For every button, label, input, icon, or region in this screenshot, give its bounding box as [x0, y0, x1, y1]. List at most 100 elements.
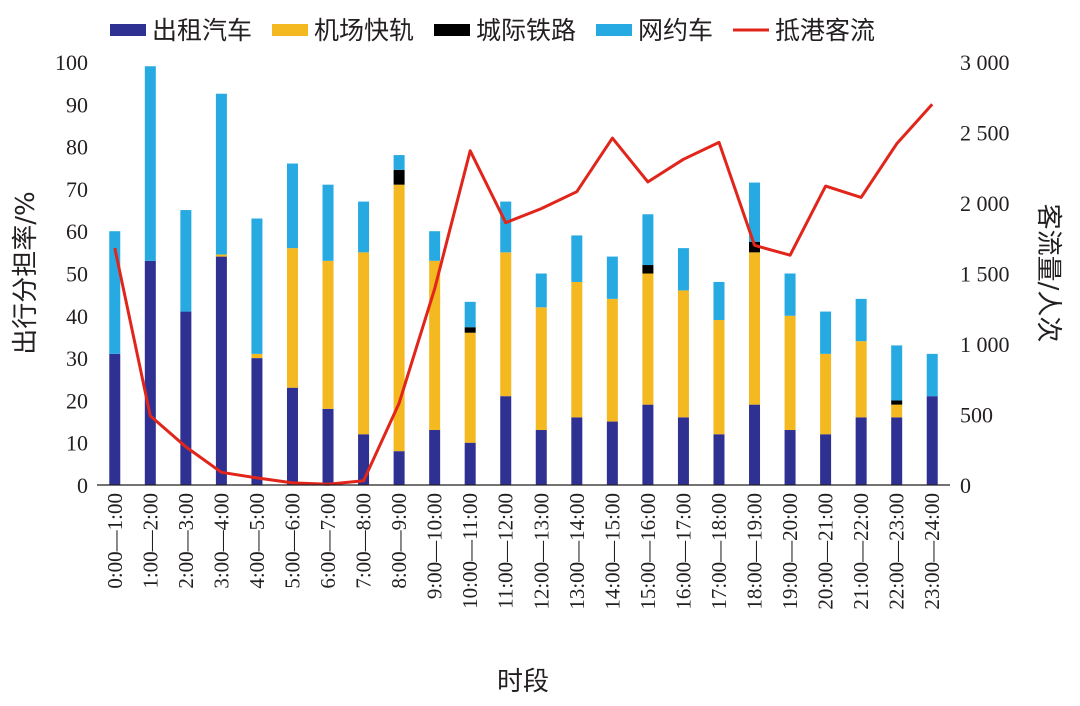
- bar-segment: [606, 298, 618, 422]
- bar-segment: [677, 248, 689, 291]
- bar-segment: [251, 218, 263, 354]
- bar-segment: [855, 417, 867, 485]
- x-tick-label: 19:00—20:00: [778, 493, 802, 610]
- bar-segment: [429, 430, 441, 485]
- bar-segment: [535, 307, 547, 431]
- bar-segment: [215, 93, 227, 255]
- legend-label: 出租汽车: [152, 16, 252, 45]
- legend-item: 机场快轨: [272, 16, 414, 45]
- bar-segment: [393, 169, 405, 185]
- bar-segment: [677, 417, 689, 485]
- bar-segment: [891, 345, 903, 401]
- legend: 出租汽车 机场快轨 城际铁路 网约车 抵港客流: [110, 16, 875, 45]
- bar-segment: [820, 353, 832, 435]
- bar-segment: [535, 430, 547, 485]
- x-tick-label: 6:00—7:00: [316, 493, 340, 589]
- legend-label: 城际铁路: [476, 16, 576, 45]
- y2-tick-label: 1 000: [960, 332, 1010, 357]
- y2-axis-title: 客流量/人次: [1033, 204, 1063, 343]
- bar-segment: [571, 235, 583, 282]
- bar-segment: [571, 417, 583, 485]
- bar-segment: [180, 311, 192, 485]
- x-tick-label: 5:00—6:00: [280, 493, 304, 589]
- bar-segment: [749, 404, 761, 485]
- bar-segment: [251, 358, 263, 485]
- x-tick-label: 17:00—18:00: [707, 493, 731, 610]
- bar-segment: [891, 417, 903, 485]
- bar-segment: [429, 231, 441, 261]
- x-tick-label: 9:00—10:00: [423, 493, 447, 599]
- bar-segment: [891, 404, 903, 418]
- bar-segment: [926, 353, 938, 397]
- series-line: [113, 103, 934, 486]
- x-tick-label: 2:00—3:00: [174, 493, 198, 589]
- y-tick-label: 60: [66, 219, 88, 244]
- bar-segment: [429, 260, 441, 431]
- bar-segment: [749, 182, 761, 242]
- x-tick-label: 4:00—5:00: [245, 493, 269, 589]
- bar-segment: [749, 241, 761, 253]
- bar-segment: [784, 430, 796, 485]
- bar-segment: [642, 404, 654, 485]
- bar-segment: [393, 184, 405, 452]
- bar-segment: [358, 252, 370, 435]
- x-axis-title: 时段: [497, 667, 549, 697]
- legend-swatch: [434, 24, 470, 36]
- bar-segment: [820, 311, 832, 354]
- bar-segment: [286, 387, 298, 485]
- x-tick-label: 1:00—2:00: [138, 493, 162, 589]
- bars: [109, 66, 938, 485]
- y2-tick-label: 0: [960, 473, 971, 498]
- bar-segment: [606, 421, 618, 485]
- bar-segment: [393, 451, 405, 485]
- bar-segment: [286, 163, 298, 249]
- bar-segment: [464, 301, 476, 328]
- bar-segment: [677, 290, 689, 418]
- bar-segment: [464, 327, 476, 333]
- y-tick-label: 20: [66, 388, 88, 413]
- bar-segment: [642, 273, 654, 405]
- bar-segment: [464, 332, 476, 443]
- x-axis: 0:00—1:00 1:00—2:00 2:00—3:00 3:00—4:00 4:00…: [103, 493, 944, 610]
- bar-segment: [926, 396, 938, 485]
- x-tick-label: 22:00—23:00: [885, 493, 909, 610]
- legend-item: 城际铁路: [434, 16, 576, 45]
- bar-segment: [606, 256, 618, 299]
- bar-segment: [322, 184, 334, 261]
- x-tick-label: 0:00—1:00: [103, 493, 127, 589]
- x-tick-label: 16:00—17:00: [671, 493, 695, 610]
- bar-segment: [358, 434, 370, 485]
- bar-segment: [322, 260, 334, 409]
- y-axis-right: 0 500 1 000 1 500 2 000 2 500 3 000: [960, 50, 1010, 498]
- y2-tick-label: 2 500: [960, 121, 1010, 146]
- bar-segment: [500, 201, 512, 253]
- x-tick-label: 14:00—15:00: [600, 493, 624, 610]
- legend-item: 出租汽车: [110, 16, 252, 45]
- x-tick-label: 12:00—13:00: [529, 493, 553, 610]
- bar-segment: [855, 341, 867, 418]
- bar-segment: [500, 252, 512, 397]
- bar-segment: [784, 273, 796, 316]
- bar-segment: [464, 442, 476, 485]
- legend-label: 网约车: [638, 16, 713, 45]
- bar-segment: [322, 408, 334, 485]
- bar-segment: [820, 434, 832, 485]
- bar-segment: [891, 400, 903, 405]
- bar-segment: [286, 248, 298, 388]
- bar-segment: [642, 265, 654, 274]
- legend-label: 抵港客流: [775, 16, 875, 45]
- bar-segment: [713, 281, 725, 321]
- bar-segment: [215, 256, 227, 485]
- bar-segment: [784, 315, 796, 431]
- legend-item: 网约车: [596, 16, 713, 45]
- bar-segment: [571, 281, 583, 418]
- y-axis-left: 0 10 20 30 40 50 60 70 80 90 100: [55, 50, 88, 498]
- x-tick-label: 3:00—4:00: [209, 493, 233, 589]
- y-axis-title: 出行分担率/%: [11, 191, 41, 354]
- y2-tick-label: 500: [960, 403, 993, 428]
- x-tick-label: 20:00—21:00: [814, 493, 838, 610]
- bar-segment: [215, 254, 227, 257]
- x-tick-label: 18:00—19:00: [743, 493, 767, 610]
- bar-segment: [713, 434, 725, 485]
- bar-segment: [358, 201, 370, 253]
